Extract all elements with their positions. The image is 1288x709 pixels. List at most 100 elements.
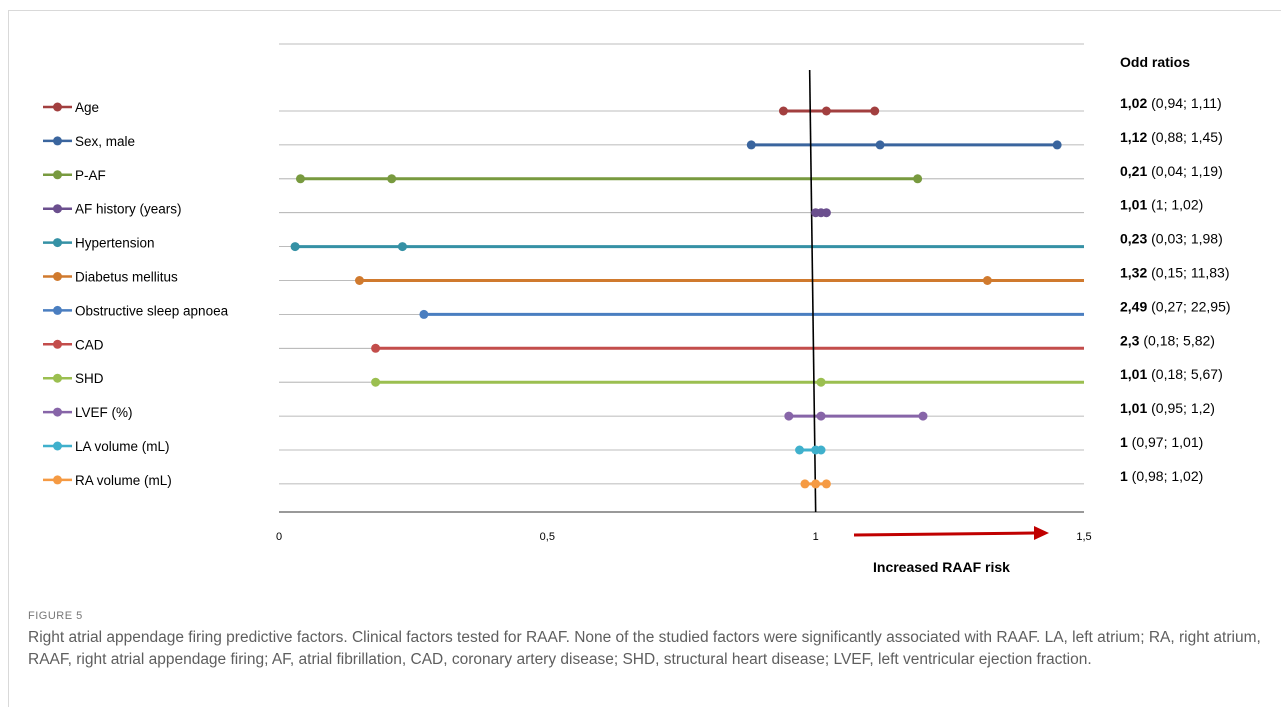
x-tick-label: 0,5	[540, 531, 555, 543]
legend-swatch-marker	[53, 441, 62, 451]
odds-ratio-point	[811, 479, 821, 489]
legend-swatch-marker	[53, 305, 62, 315]
confidence-interval-text: (0,94; 1,11)	[1147, 95, 1221, 111]
odds-ratio-text: 1,02 (0,94; 1,11)	[1120, 95, 1222, 111]
odds-ratio-value: 1,32	[1120, 265, 1147, 281]
ci-high-point	[821, 479, 831, 489]
odds-ratio-value: 1,01	[1120, 197, 1147, 213]
confidence-interval-text: (0,04; 1,19)	[1147, 163, 1223, 179]
confidence-interval-text: (0,18; 5,67)	[1147, 366, 1223, 382]
ci-low-point	[795, 445, 805, 455]
ci-high-point	[816, 445, 826, 455]
confidence-interval-text: (0,27; 22,95)	[1147, 298, 1230, 314]
ci-low-point	[784, 411, 794, 421]
gridlines	[279, 43, 1084, 513]
confidence-interval-text: (0,95; 1,2)	[1147, 400, 1215, 416]
legend-label: Age	[75, 100, 99, 115]
point-markers	[290, 106, 1062, 489]
ci-low-point	[371, 343, 381, 353]
increased-risk-arrow: Increased RAAF risk	[853, 526, 1049, 575]
legend-swatch-marker	[53, 204, 62, 214]
legend-label: RA volume (mL)	[75, 473, 172, 488]
ci-low-point	[290, 242, 300, 252]
odds-ratio-text: 1,01 (0,18; 5,67)	[1120, 366, 1223, 382]
odds-ratio-value: 1,01	[1120, 400, 1147, 416]
odds-ratio-text: 1,01 (1; 1,02)	[1120, 197, 1203, 213]
odds-ratio-point	[875, 140, 885, 150]
legend-swatch-marker	[53, 272, 62, 281]
odds-ratio-text: 1 (0,97; 1,01)	[1120, 434, 1203, 450]
ci-low-point	[419, 309, 429, 319]
figure-frame	[8, 10, 1281, 707]
odds-ratio-value: 1,01	[1120, 366, 1147, 382]
odds-ratio-point	[821, 106, 831, 116]
ci-high-point	[918, 411, 928, 421]
odds-ratio-value: 1	[1120, 468, 1128, 484]
figure-caption: Right atrial appendage firing predictive…	[28, 629, 1261, 668]
odds-ratio-point	[816, 411, 826, 421]
arrow-label: Increased RAAF risk	[873, 559, 1010, 575]
odds-ratio-text: 2,49 (0,27; 22,95)	[1120, 298, 1231, 314]
odds-ratio-text: 2,3 (0,18; 5,82)	[1120, 332, 1215, 348]
legend-label: Sex, male	[75, 134, 135, 149]
odds-ratio-text: 1 (0,98; 1,02)	[1120, 468, 1203, 484]
legend-label: LVEF (%)	[75, 405, 133, 420]
odds-ratio-value: 2,3	[1120, 332, 1140, 348]
odds-ratio-text: 1,12 (0,88; 1,45)	[1120, 129, 1223, 145]
legend-label: AF history (years)	[75, 202, 182, 217]
ci-low-point	[355, 276, 364, 285]
confidence-interval-text: (0,88; 1,45)	[1147, 129, 1223, 145]
legend-label: Hypertension	[75, 236, 155, 251]
legend-label: Obstructive sleep apnoea	[75, 303, 229, 318]
odds-ratio-point	[387, 174, 397, 184]
ci-high-point	[913, 174, 923, 184]
odds-ratio-text: 1,01 (0,95; 1,2)	[1120, 400, 1215, 416]
odds-ratio-value: 0,21	[1120, 163, 1147, 179]
ci-high-point	[870, 106, 880, 116]
legend-label: CAD	[75, 337, 104, 352]
legend-swatch-marker	[53, 475, 62, 485]
confidence-intervals	[295, 109, 1084, 486]
confidence-interval-text: (0,15; 11,83)	[1147, 265, 1229, 281]
legend-swatch-marker	[53, 238, 62, 248]
ci-low-point	[778, 106, 788, 116]
ci-high-point	[821, 208, 831, 218]
legend: Age Sex, male P-AF AF history (years) Hypert…	[43, 100, 229, 488]
odds-ratio-text: 0,23 (0,03; 1,98)	[1120, 231, 1223, 247]
x-tick-label: 1,5	[1076, 531, 1091, 543]
confidence-interval-text: (0,03; 1,98)	[1147, 231, 1223, 247]
odds-ratio-point	[397, 242, 407, 252]
ci-low-point	[295, 174, 305, 184]
legend-label: SHD	[75, 371, 104, 386]
legend-swatch-marker	[53, 339, 62, 349]
ci-low-point	[371, 377, 381, 387]
legend-label: P-AF	[75, 168, 106, 183]
odds-ratio-value: 2,49	[1120, 298, 1147, 314]
ci-high-point	[1052, 140, 1062, 150]
confidence-interval-text: (1; 1,02)	[1147, 197, 1203, 213]
arrow-shaft	[853, 531, 1035, 537]
legend-swatch-marker	[53, 373, 62, 383]
x-tick-label: 1	[813, 531, 819, 543]
reference-line	[808, 69, 817, 513]
odds-ratio-point	[982, 276, 992, 285]
odds-ratio-text: 1,32 (0,15; 11,83)	[1120, 265, 1230, 281]
odds-ratio-value: 1,02	[1120, 95, 1147, 111]
legend-swatch-marker	[53, 170, 62, 180]
ci-low-point	[746, 140, 756, 150]
legend-label: LA volume (mL)	[75, 439, 170, 454]
legend-label: Diabetus mellitus	[75, 270, 178, 285]
figure-label: FIGURE 5	[28, 610, 83, 622]
odds-ratio-text: 0,21 (0,04; 1,19)	[1120, 163, 1223, 179]
odds-ratio-value: 1,12	[1120, 129, 1147, 145]
odds-ratio-value: 1	[1120, 434, 1128, 450]
arrow-head-icon	[1034, 526, 1049, 540]
forest-plot: Age Sex, male P-AF AF history (years) Hypert…	[43, 43, 1231, 575]
confidence-interval-text: (0,18; 5,82)	[1139, 332, 1215, 348]
legend-swatch-marker	[53, 407, 62, 417]
odds-ratio-point	[816, 377, 826, 387]
x-axis-ticks: 0 0,5 1 1,5	[276, 531, 1092, 543]
odds-ratio-header: Odd ratios	[1120, 54, 1190, 70]
confidence-interval-text: (0,97; 1,01)	[1128, 434, 1204, 450]
odds-ratio-labels: Odd ratios 1,02 (0,94; 1,11) 1,12 (0,88; …	[1120, 54, 1231, 484]
